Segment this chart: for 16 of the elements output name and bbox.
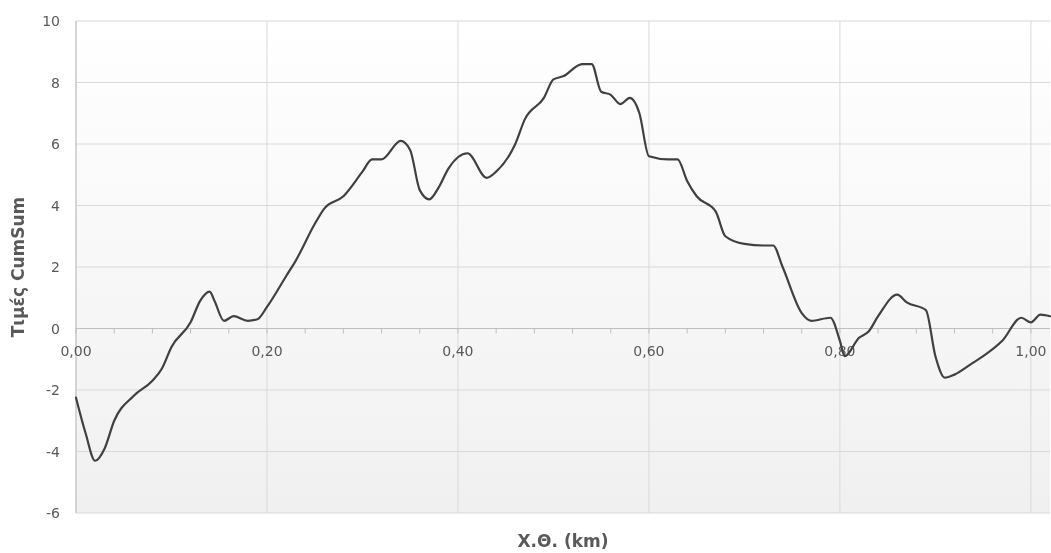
- y-tick-label: 0: [51, 320, 60, 337]
- y-tick-label: -2: [46, 382, 60, 398]
- y-tick-label: -4: [46, 443, 61, 460]
- y-tick-label: 8: [51, 74, 60, 91]
- x-tick-label: 1,00: [1015, 342, 1047, 359]
- x-axis-title: Χ.Θ. (km): [517, 531, 609, 551]
- y-tick-label: -6: [46, 505, 61, 521]
- x-tick-label: 0,20: [251, 342, 283, 359]
- y-axis-title: Τιμές CumSum: [8, 196, 28, 338]
- x-tick-label: 0,60: [633, 342, 665, 359]
- y-tick-label: 2: [51, 259, 60, 275]
- y-tick-label: 4: [51, 197, 61, 214]
- y-tick-label: 10: [42, 13, 60, 29]
- x-tick-label: 0,40: [442, 342, 474, 359]
- y-tick-label: 6: [51, 136, 61, 152]
- x-tick-label: 0,00: [60, 342, 92, 359]
